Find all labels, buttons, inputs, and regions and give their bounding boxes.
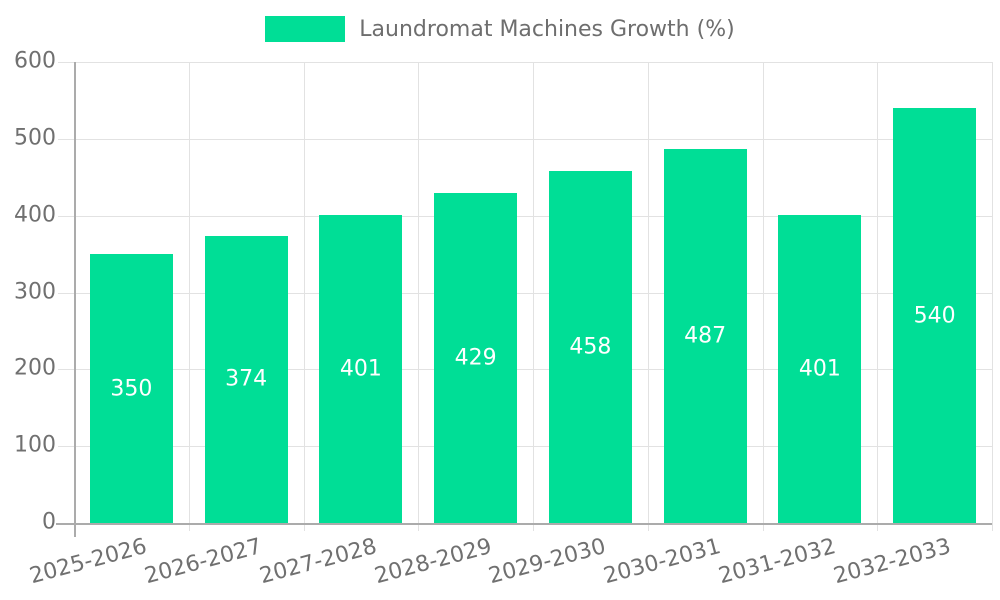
x-tick-label: 2032-2033 (830, 534, 954, 590)
v-gridline (762, 62, 764, 531)
x-tick-label: 2028-2029 (371, 534, 495, 590)
bar-value-label: 429 (454, 345, 497, 371)
bar[interactable]: 401 (778, 214, 862, 523)
y-axis-line (74, 62, 76, 537)
x-tick-label: 2025-2026 (27, 534, 150, 590)
v-gridline (877, 62, 879, 531)
bar-value-label: 374 (225, 366, 268, 392)
bar[interactable]: 350 (89, 254, 173, 523)
v-gridline (303, 62, 305, 531)
bar-value-label: 401 (339, 356, 382, 382)
bar[interactable]: 374 (204, 235, 288, 523)
bar-value-label: 350 (110, 376, 153, 402)
v-gridline (992, 62, 993, 531)
legend-swatch[interactable] (265, 16, 346, 42)
legend-label: Laundromat Machines Growth (%) (359, 16, 735, 42)
y-tick-label: 100 (14, 432, 56, 458)
h-gridline (58, 215, 992, 217)
y-tick-label: 600 (14, 48, 56, 74)
x-axis-line (56, 523, 992, 525)
bar-value-label: 487 (684, 323, 727, 349)
bar[interactable]: 429 (434, 193, 518, 523)
h-gridline (58, 292, 992, 294)
y-tick-label: 300 (14, 279, 56, 304)
y-tick-label: 400 (14, 202, 56, 228)
v-gridline (533, 62, 534, 531)
bar[interactable]: 401 (319, 214, 403, 523)
x-tick-label: 2029-2030 (486, 534, 609, 590)
y-tick-label: 0 (42, 509, 56, 535)
chart-legend[interactable]: Laundromat Machines Growth (%) (0, 16, 1000, 42)
h-gridline (58, 369, 992, 371)
x-tick-label: 2027-2028 (257, 534, 380, 590)
bar-value-label: 401 (798, 356, 841, 382)
h-gridline (58, 446, 992, 448)
bar[interactable]: 487 (663, 148, 747, 523)
v-gridline (188, 62, 190, 531)
h-gridline (58, 138, 992, 140)
h-gridline (58, 62, 992, 63)
bar[interactable]: 540 (893, 108, 977, 523)
y-tick-label: 200 (14, 355, 56, 381)
bar-value-label: 540 (913, 303, 956, 329)
x-tick-label: 2026-2027 (142, 534, 265, 590)
v-gridline (418, 62, 420, 531)
v-gridline (647, 62, 649, 531)
bar-value-label: 458 (569, 334, 612, 360)
x-tick-label: 2031-2032 (716, 534, 839, 590)
y-tick-label: 500 (14, 125, 56, 151)
x-tick-label: 2030-2031 (601, 534, 724, 590)
bar[interactable]: 458 (548, 171, 632, 523)
